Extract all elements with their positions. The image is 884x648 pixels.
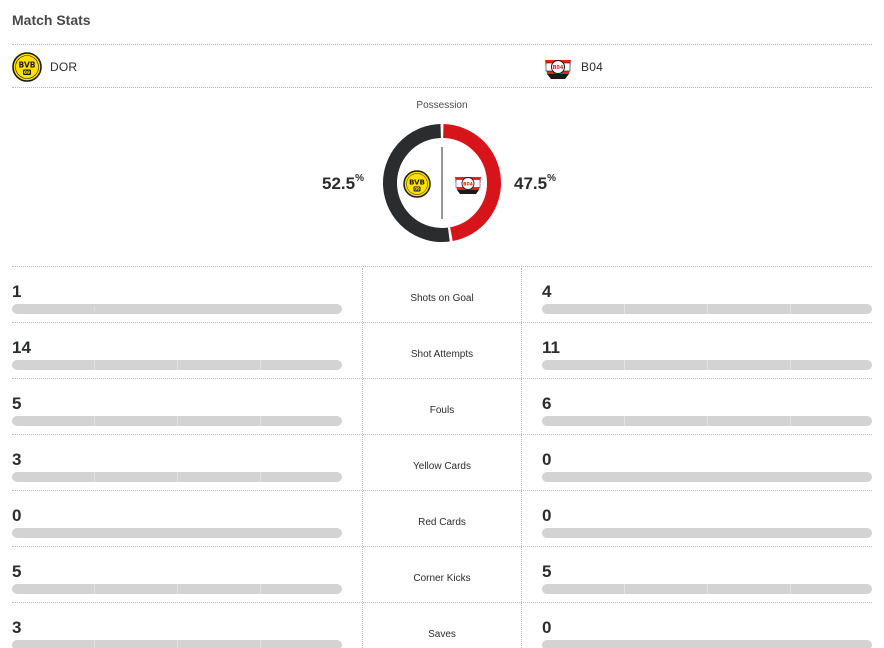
home-stat-bar <box>12 416 342 426</box>
column-divider <box>362 268 363 648</box>
home-stat-bar-fill <box>12 304 95 314</box>
away-stat-bar-fill <box>542 304 872 314</box>
away-possession-number: 47.5 <box>514 174 548 193</box>
divider <box>12 87 872 88</box>
home-possession-number: 52.5 <box>322 174 356 193</box>
stat-name: Fouls <box>429 405 455 416</box>
stat-row: 0 Red Cards 0 <box>12 494 872 550</box>
stat-name: Shots on Goal <box>410 293 474 304</box>
home-stat-bar <box>12 360 342 370</box>
home-stat-bar-fill <box>12 416 286 426</box>
svg-text:B04: B04 <box>553 65 564 71</box>
stat-name: Yellow Cards <box>413 461 471 472</box>
away-team[interactable]: B04 B04 <box>543 52 603 82</box>
away-stat-bar-fill <box>542 584 872 594</box>
stat-row: 14 Shot Attempts 11 <box>12 326 872 382</box>
divider <box>12 378 872 379</box>
home-stat-value: 1 <box>12 282 22 301</box>
stat-row: 5 Fouls 6 <box>12 382 872 438</box>
svg-text:BVB: BVB <box>409 179 425 187</box>
away-stat-bar-fill <box>542 360 803 370</box>
stat-name: Saves <box>428 629 456 640</box>
percent-sign: % <box>547 173 556 184</box>
stat-row: 3 Saves 0 <box>12 606 872 648</box>
svg-text:B04: B04 <box>463 181 473 187</box>
home-stat-bar <box>12 584 342 594</box>
home-stat-bar <box>12 472 342 482</box>
divider <box>12 434 872 435</box>
home-stat-value: 5 <box>12 394 22 413</box>
away-stat-value: 0 <box>542 450 552 469</box>
home-stat-bar <box>12 640 342 648</box>
possession-label: Possession <box>416 100 468 111</box>
away-team-abbr: B04 <box>581 60 603 74</box>
divider <box>12 546 872 547</box>
away-stat-bar <box>542 472 872 482</box>
home-stat-bar <box>12 304 342 314</box>
away-stat-value: 11 <box>542 338 560 357</box>
home-possession-arc <box>383 124 450 242</box>
home-stat-value: 0 <box>12 506 22 525</box>
home-stat-value: 5 <box>12 562 22 581</box>
stat-name: Shot Attempts <box>410 349 474 360</box>
stat-row: 5 Corner Kicks 5 <box>12 550 872 606</box>
divider <box>12 322 872 323</box>
away-stat-value: 5 <box>542 562 552 581</box>
stat-row: 1 Shots on Goal 4 <box>12 270 872 326</box>
away-stat-bar-fill <box>542 416 872 426</box>
away-stat-bar <box>542 416 872 426</box>
possession-donut-chart: BVB 09 B04 <box>383 124 501 242</box>
stat-name: Corner Kicks <box>413 573 471 584</box>
divider <box>12 490 872 491</box>
home-stat-bar <box>12 528 342 538</box>
away-stat-bar <box>542 640 872 648</box>
home-stat-bar-fill <box>12 584 342 594</box>
home-possession-value: 52.5% <box>322 173 364 194</box>
bvb-logo-icon: BVB 09 <box>403 170 431 198</box>
svg-text:09: 09 <box>24 70 30 76</box>
svg-text:BVB: BVB <box>19 61 36 70</box>
home-stat-value: 14 <box>12 338 31 357</box>
bvb-logo-icon: BVB 09 <box>12 52 42 82</box>
away-stat-value: 0 <box>542 618 552 637</box>
home-stat-bar-fill <box>12 360 342 370</box>
away-stat-value: 4 <box>542 282 552 301</box>
stat-row: 3 Yellow Cards 0 <box>12 438 872 494</box>
svg-text:09: 09 <box>414 187 420 192</box>
away-possession-arc <box>442 124 501 242</box>
leverkusen-logo-icon: B04 <box>455 177 481 194</box>
stat-name: Red Cards <box>418 517 466 528</box>
divider <box>12 44 872 45</box>
home-stat-bar-fill <box>12 640 342 648</box>
away-stat-value: 0 <box>542 506 552 525</box>
column-divider <box>521 268 522 648</box>
home-stat-value: 3 <box>12 450 22 469</box>
home-stat-value: 3 <box>12 618 22 637</box>
home-team-abbr: DOR <box>50 60 78 74</box>
section-title: Match Stats <box>12 12 91 28</box>
home-team[interactable]: BVB 09 DOR <box>12 52 77 82</box>
leverkusen-logo-icon: B04 <box>545 60 571 79</box>
away-stat-value: 6 <box>542 394 552 413</box>
away-stat-bar <box>542 360 872 370</box>
divider <box>12 602 872 603</box>
away-stat-bar <box>542 584 872 594</box>
away-stat-bar <box>542 528 872 538</box>
divider <box>12 266 872 267</box>
percent-sign: % <box>355 173 364 184</box>
away-possession-value: 47.5% <box>514 173 556 194</box>
away-stat-bar <box>542 304 872 314</box>
home-stat-bar-fill <box>12 472 342 482</box>
